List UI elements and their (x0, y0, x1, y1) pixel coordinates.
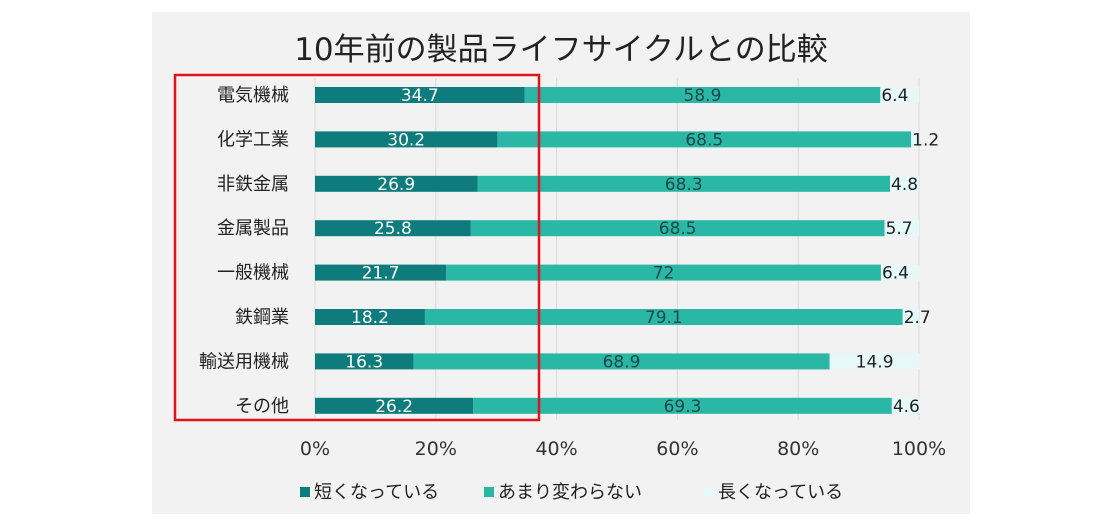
stacked-bar-chart: 10年前の製品ライフサイクルとの比較 34.7 58.9 6.4 30.2 68.5 1.… (173, 32, 946, 503)
data-label: 14.9 (856, 352, 894, 372)
data-label: 68.5 (685, 130, 723, 150)
data-label: 25.8 (374, 219, 412, 239)
data-label: 72 (653, 264, 675, 284)
data-label: 34.7 (401, 86, 439, 106)
highlight-box (173, 73, 541, 422)
bar-segment (315, 87, 525, 103)
bar-segment (470, 220, 885, 237)
legend-swatch (300, 487, 310, 497)
data-label: 1.2 (912, 130, 939, 150)
bar-segment (477, 175, 891, 192)
bar-segment (880, 264, 920, 281)
bar-segment (473, 397, 892, 414)
data-label: 16.3 (345, 352, 383, 372)
data-label: 68.5 (659, 219, 697, 239)
data-label: 21.7 (362, 264, 400, 284)
x-tick-label: 80% (777, 438, 819, 460)
data-label: 30.2 (387, 130, 425, 150)
bar-segment (315, 220, 471, 237)
chart-panel: 10年前の製品ライフサイクルとの比較 34.7 58.9 6.4 30.2 68.5 1.… (152, 12, 970, 514)
legend-swatch (704, 487, 714, 497)
bar-segment (424, 309, 903, 325)
bar-segment (446, 264, 881, 281)
bar-segment (902, 309, 919, 325)
data-label: 6.4 (882, 264, 909, 284)
data-label: 68.9 (603, 352, 641, 372)
category-label: 輸送用機械 (199, 351, 289, 372)
category-label: 電気機械 (217, 85, 289, 106)
legend: 短くなっている あまり変わらない 長くなっている (300, 482, 843, 503)
data-label: 58.9 (684, 86, 722, 106)
data-label: 68.3 (665, 175, 703, 195)
data-label: 4.6 (893, 397, 920, 417)
data-label: 6.4 (881, 86, 908, 106)
bar-segment (891, 397, 920, 414)
data-label: 4.8 (891, 175, 918, 195)
bar-segment (315, 131, 498, 148)
data-label: 26.2 (375, 397, 413, 417)
bar-segment (880, 87, 919, 103)
legend-label: 短くなっている (314, 482, 439, 503)
legend-label: あまり変わらない (498, 482, 642, 503)
data-label: 69.3 (664, 397, 702, 417)
bar-segment (911, 131, 919, 148)
bar-segment (315, 353, 414, 370)
bars: 34.7 58.9 6.4 30.2 68.5 1.2 26.9 68.3 4.8 25.8 68.… (315, 86, 939, 417)
x-tick-label: 20% (415, 438, 457, 460)
category-label: 金属製品 (217, 218, 289, 239)
legend-label: 長くなっている (718, 482, 843, 503)
x-tick-label: 0% (300, 438, 330, 460)
data-label: 2.7 (904, 308, 931, 328)
bar-segment (884, 220, 919, 237)
x-tick-label: 60% (656, 438, 698, 460)
category-label: 鉄鋼業 (235, 307, 289, 328)
bar-segment (524, 87, 881, 103)
legend-swatch (484, 487, 494, 497)
bar-segment (890, 175, 919, 192)
data-label: 79.1 (645, 308, 683, 328)
data-label: 26.9 (377, 175, 415, 195)
bar-segment (413, 353, 830, 370)
bar-segment (315, 264, 447, 281)
data-label: 5.7 (886, 219, 913, 239)
bar-segment (829, 353, 920, 370)
x-axis-ticks: 0% 20% 40% 60% 80% 100% (300, 438, 946, 460)
x-tick-label: 40% (535, 438, 577, 460)
bar-segment (315, 309, 425, 325)
bar-segment (315, 397, 474, 414)
category-label: その他 (235, 396, 289, 417)
bar-segment (315, 175, 478, 192)
category-label: 非鉄金属 (217, 174, 289, 195)
bar-segment (497, 131, 912, 148)
chart-title: 10年前の製品ライフサイクルとの比較 (294, 32, 828, 68)
x-tick-label: 100% (892, 438, 946, 460)
category-label: 化学工業 (217, 129, 289, 150)
category-label: 一般機械 (217, 263, 289, 284)
data-label: 18.2 (351, 308, 389, 328)
